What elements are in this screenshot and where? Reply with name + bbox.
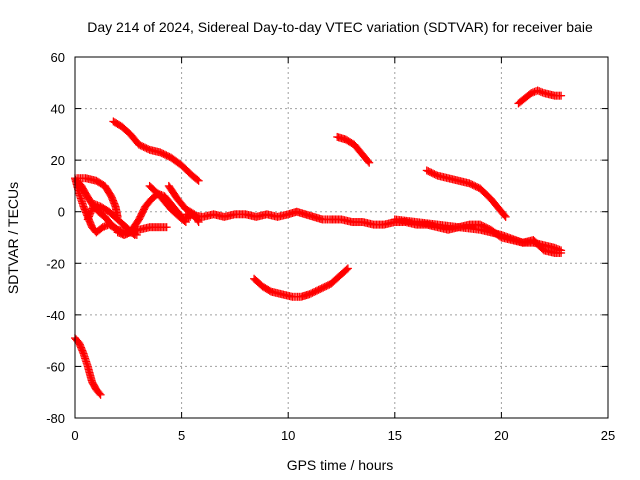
series-track-o xyxy=(514,86,566,108)
y-tick-label: -60 xyxy=(46,359,65,374)
plot-data xyxy=(71,86,566,399)
plot-frame xyxy=(74,56,609,419)
y-axis-label: SDTVAR / TECUs xyxy=(5,182,21,294)
series-track-m xyxy=(422,166,510,221)
x-tick-label: 25 xyxy=(601,428,615,443)
series-track-f xyxy=(109,117,203,185)
series-track-a xyxy=(71,334,105,399)
grid-lines xyxy=(75,57,608,418)
y-tick-label: 40 xyxy=(51,102,65,117)
y-tick-label: -80 xyxy=(46,411,65,426)
series-track-h xyxy=(145,181,190,227)
y-tick-label: 0 xyxy=(58,205,65,220)
series-track-b xyxy=(71,174,171,237)
chart-title: Day 214 of 2024, Sidereal Day-to-day VTE… xyxy=(87,19,593,35)
y-tick-label: 60 xyxy=(51,50,65,65)
y-tick-label: 20 xyxy=(51,153,65,168)
y-tick-label: -20 xyxy=(46,256,65,271)
x-tick-label: 15 xyxy=(388,428,402,443)
series-track-k xyxy=(250,264,352,301)
x-tick-label: 0 xyxy=(71,428,78,443)
axis-ticks: 0 5 10 15 20 25 -80 -60 -40 -20 0 20 40 60 xyxy=(46,50,615,443)
series-track-l xyxy=(333,132,374,167)
x-tick-label: 5 xyxy=(178,428,185,443)
y-tick-label: -40 xyxy=(46,308,65,323)
x-tick-label: 20 xyxy=(494,428,508,443)
series-track-d xyxy=(73,174,122,221)
series-track-j xyxy=(181,207,566,255)
x-axis-label: GPS time / hours xyxy=(287,457,394,473)
x-tick-label: 10 xyxy=(281,428,295,443)
series-track-n xyxy=(390,215,566,257)
